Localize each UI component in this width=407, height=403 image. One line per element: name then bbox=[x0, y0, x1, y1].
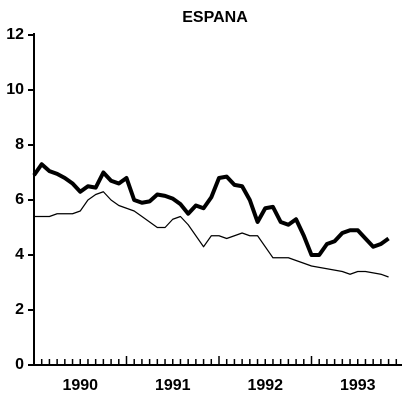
x-tick-label: 1990 bbox=[62, 377, 98, 394]
line-series bbox=[34, 191, 389, 278]
y-tick-label: 8 bbox=[15, 136, 24, 153]
y-tick-label: 10 bbox=[6, 81, 24, 98]
y-tick-label: 0 bbox=[15, 356, 24, 373]
line-series bbox=[32, 162, 390, 257]
x-tick-label: 1991 bbox=[155, 377, 191, 394]
x-tick-label: 1993 bbox=[340, 377, 376, 394]
chart-title: ESPANA bbox=[182, 9, 248, 26]
y-tick-label: 6 bbox=[15, 191, 24, 208]
y-tick-label: 2 bbox=[15, 301, 24, 318]
y-tick-label: 12 bbox=[6, 26, 24, 43]
x-tick-label: 1992 bbox=[247, 377, 283, 394]
y-tick-label: 4 bbox=[15, 246, 24, 263]
